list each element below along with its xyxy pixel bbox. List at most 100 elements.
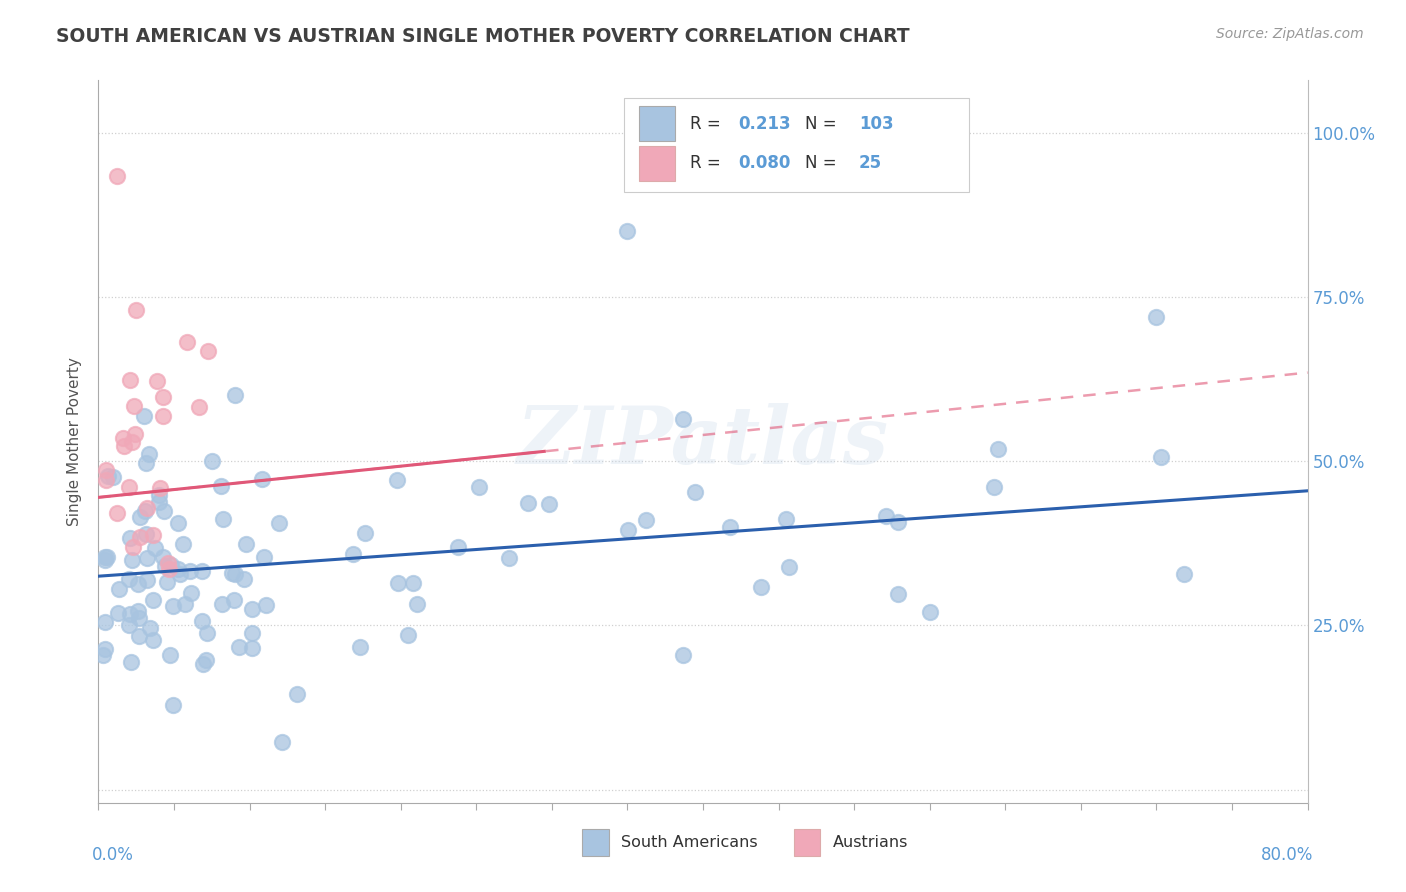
- Point: [342, 547, 364, 561]
- Point: [887, 515, 910, 529]
- Point: [167, 516, 190, 531]
- Point: [120, 655, 142, 669]
- Point: [107, 606, 129, 620]
- Point: [94, 642, 117, 657]
- Point: [718, 520, 741, 534]
- Point: [156, 575, 179, 590]
- Point: [148, 494, 170, 508]
- Point: [401, 575, 423, 590]
- Point: [142, 593, 165, 607]
- Point: [211, 597, 233, 611]
- Point: [93, 553, 115, 567]
- Text: R =: R =: [690, 154, 725, 172]
- Text: 25: 25: [859, 154, 882, 172]
- Point: [271, 735, 294, 749]
- Point: [128, 628, 150, 642]
- Point: [353, 526, 375, 541]
- Point: [112, 439, 135, 453]
- Point: [122, 399, 145, 413]
- Point: [387, 473, 409, 487]
- Text: 0.0%: 0.0%: [93, 847, 134, 864]
- Point: [124, 426, 146, 441]
- Point: [201, 453, 224, 467]
- Point: [159, 648, 181, 662]
- Point: [129, 510, 152, 524]
- Text: 0.080: 0.080: [738, 154, 790, 172]
- Point: [195, 653, 218, 667]
- Point: [195, 626, 218, 640]
- Point: [240, 640, 263, 655]
- Point: [118, 617, 141, 632]
- Text: 0.213: 0.213: [738, 115, 790, 133]
- Point: [235, 536, 257, 550]
- Point: [349, 640, 371, 654]
- Point: [267, 516, 290, 530]
- Point: [167, 561, 190, 575]
- Point: [135, 551, 157, 566]
- Text: Source: ZipAtlas.com: Source: ZipAtlas.com: [1216, 27, 1364, 41]
- Point: [94, 615, 117, 629]
- Point: [918, 605, 941, 619]
- Point: [127, 604, 149, 618]
- Point: [778, 559, 800, 574]
- FancyBboxPatch shape: [793, 829, 820, 856]
- Point: [176, 334, 198, 349]
- Point: [1173, 566, 1195, 581]
- Point: [157, 562, 180, 576]
- Point: [447, 540, 470, 554]
- Text: South Americans: South Americans: [621, 835, 758, 850]
- Point: [187, 400, 209, 414]
- Point: [118, 607, 141, 621]
- Point: [254, 598, 277, 612]
- Point: [617, 523, 640, 537]
- Point: [191, 614, 214, 628]
- Point: [125, 303, 148, 318]
- Point: [209, 478, 232, 492]
- Point: [672, 648, 695, 662]
- Point: [197, 344, 219, 359]
- Point: [222, 593, 245, 607]
- Point: [179, 564, 201, 578]
- Point: [875, 508, 897, 523]
- Point: [1144, 310, 1167, 324]
- Point: [221, 566, 243, 580]
- Point: [108, 582, 131, 596]
- Point: [180, 585, 202, 599]
- Point: [155, 558, 177, 573]
- Point: [775, 511, 797, 525]
- Point: [152, 409, 174, 423]
- Point: [96, 473, 118, 487]
- Point: [224, 567, 246, 582]
- Point: [143, 541, 166, 555]
- Point: [672, 411, 695, 425]
- Point: [396, 628, 419, 642]
- FancyBboxPatch shape: [638, 106, 675, 141]
- Point: [94, 463, 117, 477]
- Point: [135, 501, 157, 516]
- Text: N =: N =: [804, 154, 841, 172]
- Point: [233, 572, 256, 586]
- Point: [153, 504, 176, 518]
- Point: [616, 224, 638, 238]
- Point: [118, 572, 141, 586]
- Point: [240, 602, 263, 616]
- Point: [135, 527, 157, 541]
- Text: SOUTH AMERICAN VS AUSTRIAN SINGLE MOTHER POVERTY CORRELATION CHART: SOUTH AMERICAN VS AUSTRIAN SINGLE MOTHER…: [56, 27, 910, 45]
- Point: [149, 481, 172, 495]
- Point: [1150, 450, 1173, 464]
- Point: [121, 553, 143, 567]
- Point: [285, 687, 308, 701]
- Point: [634, 513, 657, 527]
- Point: [112, 431, 135, 445]
- Text: R =: R =: [690, 115, 725, 133]
- Point: [537, 497, 560, 511]
- Point: [118, 480, 141, 494]
- Point: [749, 580, 772, 594]
- Point: [134, 504, 156, 518]
- Point: [105, 169, 128, 183]
- Y-axis label: Single Mother Poverty: Single Mother Poverty: [67, 357, 83, 526]
- Text: Austrians: Austrians: [832, 835, 908, 850]
- FancyBboxPatch shape: [638, 146, 675, 181]
- Point: [141, 528, 163, 542]
- Point: [96, 550, 118, 565]
